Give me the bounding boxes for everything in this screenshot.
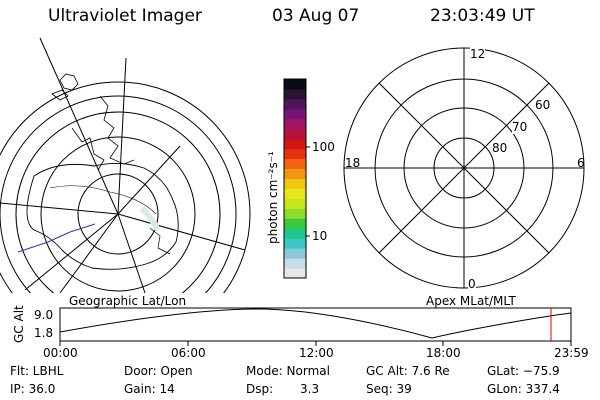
instrument-title: Ultraviolet Imager	[48, 6, 202, 26]
colorbar-cell	[284, 258, 306, 269]
altitude-curve	[59, 308, 572, 339]
magnetic-caption: Apex MLat/MLT	[426, 294, 516, 308]
mlt-label-12: 12	[470, 47, 486, 61]
mlt-label-0: 0	[468, 277, 476, 291]
dsp-value: 3.3	[300, 382, 320, 396]
timeline-label-1800: 18:00	[426, 346, 461, 360]
mlat-label-80: 80	[492, 141, 508, 155]
geographic-caption: Geographic Lat/Lon	[69, 294, 187, 308]
ice-shelf	[49, 185, 157, 215]
lon-line	[117, 145, 181, 215]
lon-line	[59, 213, 119, 293]
lon-line	[117, 213, 246, 251]
colorbar-cell	[284, 98, 306, 110]
lon-line	[117, 213, 146, 293]
altitude-ylabel: GC Alt	[12, 305, 26, 343]
gc-alt-info: GC Alt: 7.6 Re	[366, 364, 450, 378]
aurora-emission	[139, 205, 161, 232]
coastline	[71, 127, 105, 171]
colorbar-cell	[284, 148, 306, 160]
colorbar-cell	[284, 88, 306, 100]
mode-info: Mode: Normal	[246, 364, 330, 378]
ip-info: IP: 36.0	[10, 382, 56, 396]
timeline-label-0600: 06:00	[171, 346, 206, 360]
colorbar-cell	[284, 188, 306, 199]
mlat-label-70: 70	[512, 120, 528, 134]
orbit-track	[17, 223, 96, 253]
colorbar-cell	[284, 228, 306, 239]
altitude-ymax: 9.0	[34, 308, 54, 322]
lon-line	[0, 202, 119, 215]
colorbar-cell	[284, 218, 306, 229]
colorbar-cell	[284, 178, 306, 189]
lon-line	[24, 213, 119, 291]
door-info: Door: Open	[124, 364, 193, 378]
altitude-timeline	[59, 307, 572, 346]
observation-time: 23:03:49 UT	[430, 6, 535, 26]
dsp-label: Dsp:	[246, 382, 274, 396]
colorbar-cell	[284, 158, 306, 170]
colorbar-cell	[284, 118, 306, 130]
glon-info: GLon: 337.4	[487, 382, 560, 396]
colorbar-tick-10: 10	[312, 229, 328, 243]
lat-circle	[0, 95, 237, 293]
filter-info: Flt: LBHL	[10, 364, 64, 378]
coastline	[99, 95, 135, 165]
timeline-label-2359: 23:59	[554, 346, 589, 360]
lat-circle	[77, 173, 159, 255]
timeline-label-0000: 00:00	[43, 346, 78, 360]
colorbar-cell	[284, 168, 306, 179]
colorbar-cell	[284, 208, 306, 219]
colorbar-tick-100: 100	[312, 140, 335, 154]
colorbar-cell	[284, 108, 306, 120]
lat-circle	[40, 136, 196, 292]
gain-info: Gain: 14	[124, 382, 175, 396]
lat-circle	[15, 111, 221, 293]
lon-line	[117, 57, 127, 215]
colorbar-cell	[284, 198, 306, 209]
colorbar-cell	[284, 268, 306, 279]
coastline	[51, 73, 79, 101]
mlt-label-6: 6	[577, 156, 585, 170]
timeline-label-1200: 12:00	[299, 346, 334, 360]
antarctica-coast	[26, 163, 179, 270]
magnetic-polar-grid	[343, 47, 585, 289]
lat-circle	[0, 81, 251, 293]
intensity-colorbar	[283, 78, 310, 279]
glat-info: GLat: −75.9	[487, 364, 560, 378]
colorbar-cell	[284, 138, 306, 150]
colorbar-frame	[283, 78, 307, 279]
seq-info: Seq: 39	[366, 382, 412, 396]
geographic-map	[0, 37, 251, 293]
mlat-label-60: 60	[535, 98, 551, 112]
mlt-label-18: 18	[345, 156, 361, 170]
colorbar-cell	[284, 128, 306, 140]
coastline	[149, 227, 171, 255]
colorbar-cell	[284, 79, 306, 90]
colorbar-cell	[284, 248, 306, 259]
mlt-line	[378, 82, 550, 254]
lon-line	[39, 37, 119, 215]
colorbar-unit-label: photon cm⁻²s⁻¹	[266, 151, 280, 244]
colorbar-cell	[284, 238, 306, 249]
observation-date: 03 Aug 07	[272, 6, 360, 26]
altitude-ymin: 1.8	[34, 326, 54, 340]
